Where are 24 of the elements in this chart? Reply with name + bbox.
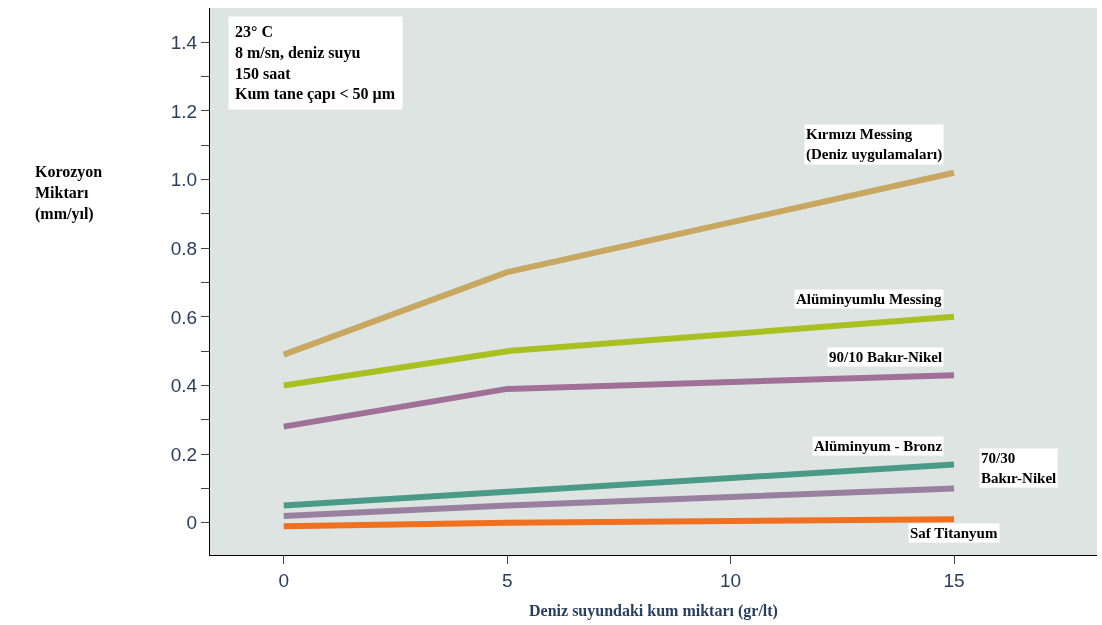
y-axis-title: Korozyon Miktarı (mm/yıl) [35, 163, 103, 223]
x-tick-label: 10 [720, 569, 742, 591]
series-label: Saf Titanyum [910, 525, 998, 541]
x-tick-label: 5 [501, 569, 513, 591]
series-label: Kırmızı Messing (Deniz uygulamaları) [806, 126, 943, 163]
y-tick-label: 1.4 [170, 31, 198, 53]
annotation: 150 saat [235, 64, 292, 82]
x-axis-title: Deniz suyundaki kum miktarı (gr/lt) [529, 602, 778, 621]
y-tick-label: 0.4 [170, 375, 198, 397]
x-tick-label: 15 [943, 569, 965, 591]
series-label: Alüminyumlu Messing [796, 291, 942, 307]
series-label: Alüminyum - Bronz [814, 438, 943, 454]
series-label: 70/30 Bakır-Nikel [981, 450, 1057, 486]
y-tick-label: 0.2 [170, 443, 198, 465]
y-tick-label: 0.8 [170, 237, 198, 259]
annotation: 8 m/sn, deniz suyu [235, 43, 361, 62]
y-tick-label: 1.2 [170, 100, 198, 122]
y-tick-label: 0.6 [170, 306, 198, 328]
annotation: Kum tane çapı < 50 µm [235, 85, 396, 104]
annotation: 23° C [235, 23, 273, 40]
y-tick-label: 0 [186, 512, 198, 534]
series-label: 90/10 Bakır-Nikel [829, 349, 943, 365]
y-tick-label: 1.0 [170, 169, 198, 191]
x-tick-label: 0 [278, 569, 290, 591]
